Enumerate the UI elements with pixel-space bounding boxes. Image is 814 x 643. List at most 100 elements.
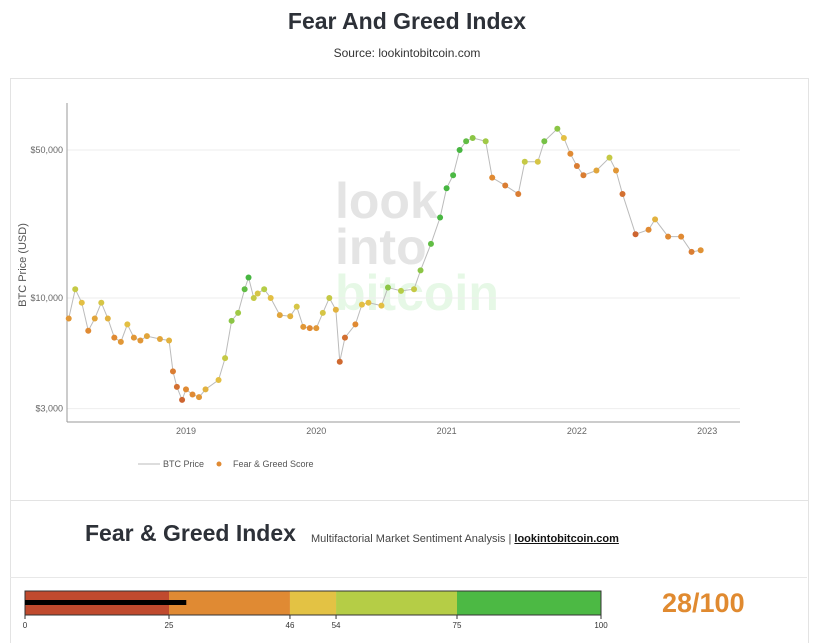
fear-greed-point	[254, 290, 261, 297]
fear-greed-point	[384, 284, 391, 291]
source-caption: Source: lookintobitcoin.com	[333, 46, 481, 60]
fear-greed-point	[678, 233, 685, 240]
gauge-band	[336, 591, 457, 615]
fear-greed-point	[65, 315, 72, 322]
x-tick-label: 2019	[176, 426, 196, 436]
fear-greed-point	[306, 325, 313, 332]
legend-dot-icon	[216, 461, 222, 467]
watermark-look: look	[335, 173, 438, 229]
fear-greed-point	[417, 267, 424, 274]
fear-greed-point	[130, 334, 137, 341]
fear-greed-point	[341, 334, 348, 341]
fear-greed-point	[293, 303, 300, 310]
divider	[10, 577, 807, 578]
fear-greed-point	[276, 312, 283, 319]
fear-greed-point	[443, 185, 450, 192]
fear-greed-point	[202, 386, 209, 393]
fear-greed-point	[554, 125, 561, 132]
fear-greed-point	[573, 163, 580, 170]
fear-greed-point	[456, 147, 463, 153]
fear-greed-point	[427, 240, 434, 247]
chart-card	[10, 78, 809, 501]
fear-greed-point	[228, 317, 235, 324]
x-tick-label: 2020	[306, 426, 326, 436]
fear-greed-point	[450, 172, 457, 179]
gauge-band	[457, 591, 601, 615]
fear-greed-point	[319, 309, 326, 316]
fear-greed-point	[567, 150, 574, 157]
fear-greed-point	[267, 294, 274, 301]
fear-greed-point	[489, 174, 496, 181]
y-axis-label: BTC Price (USD)	[17, 223, 29, 307]
fear-greed-point	[169, 368, 176, 375]
fear-greed-point	[326, 294, 333, 301]
fear-greed-point	[580, 172, 587, 179]
fear-greed-point	[358, 301, 365, 308]
gauge-band	[289, 591, 337, 615]
fear-greed-point	[515, 190, 522, 197]
fear-greed-point	[593, 167, 600, 174]
score-value: 28/100	[662, 588, 745, 618]
subtitle-text: Multifactorial Market Sentiment Analysis…	[311, 533, 515, 545]
fear-greed-point	[287, 313, 294, 320]
fear-greed-point	[166, 337, 173, 344]
gauge-tick-label: 100	[594, 621, 608, 630]
score-bar	[25, 600, 187, 605]
page-title: Fear And Greed Index	[287, 8, 527, 34]
fear-greed-point	[352, 321, 359, 328]
fear-greed-point	[235, 309, 242, 316]
fear-greed-point	[336, 358, 343, 365]
gauge-band	[169, 591, 290, 615]
fear-greed-point	[98, 299, 105, 306]
fear-greed-point	[560, 134, 567, 141]
watermark-bitcoin: bitcoin	[335, 265, 499, 321]
fear-greed-gauge: 0 25 46 54 75 100	[23, 590, 608, 630]
legend-fear-greed-score[interactable]: Fear & Greed Score	[233, 459, 314, 469]
fear-greed-point	[697, 247, 704, 254]
fear-greed-point	[534, 158, 541, 165]
fear-greed-point	[215, 376, 222, 383]
price-chart: look into bitcoin $50,000 $10,000 $3,000 20…	[17, 103, 740, 469]
fear-greed-point	[156, 336, 163, 343]
fear-greed-point	[378, 302, 385, 309]
index-title: Fear & Greed Index	[85, 520, 296, 546]
fear-greed-point	[173, 383, 180, 390]
x-tick-label: 2023	[697, 426, 717, 436]
fear-greed-point	[521, 158, 528, 165]
fear-greed-point	[332, 306, 339, 313]
gauge-tick-label: 25	[165, 621, 174, 630]
fear-greed-point	[183, 386, 189, 393]
y-tick-label: $10,000	[30, 293, 63, 303]
fear-greed-point	[688, 248, 695, 255]
fear-greed-point	[117, 338, 124, 345]
fear-greed-point	[606, 154, 613, 161]
fear-greed-point	[241, 286, 248, 293]
gauge-tick-label: 54	[332, 621, 341, 630]
fear-greed-point	[300, 323, 307, 330]
fear-greed-point	[85, 327, 92, 334]
fear-greed-point	[632, 231, 639, 238]
fear-greed-point	[78, 299, 85, 306]
fear-greed-point	[365, 299, 372, 306]
fear-greed-point	[502, 182, 509, 189]
lookintobitcoin-link[interactable]: lookintobitcoin.com	[514, 533, 619, 545]
fear-greed-point	[250, 294, 257, 301]
fear-greed-point	[541, 138, 548, 145]
watermark: look into bitcoin	[335, 173, 499, 321]
gauge-tick-label: 46	[286, 621, 295, 630]
x-tick-label: 2021	[437, 426, 457, 436]
fear-greed-point	[189, 391, 196, 398]
fear-greed-point	[313, 325, 320, 332]
fear-greed-point	[261, 286, 268, 293]
x-tick-label: 2022	[567, 426, 587, 436]
index-panel	[10, 500, 809, 643]
fear-greed-point	[482, 138, 489, 145]
gauge-tick-label: 75	[453, 621, 462, 630]
legend-btc-price[interactable]: BTC Price	[163, 459, 204, 469]
fear-greed-point	[143, 333, 150, 340]
fear-greed-point	[72, 286, 79, 293]
fear-greed-point	[111, 334, 118, 341]
fear-greed-point	[245, 274, 252, 281]
fear-greed-point	[179, 396, 186, 403]
fear-greed-point	[222, 355, 229, 362]
